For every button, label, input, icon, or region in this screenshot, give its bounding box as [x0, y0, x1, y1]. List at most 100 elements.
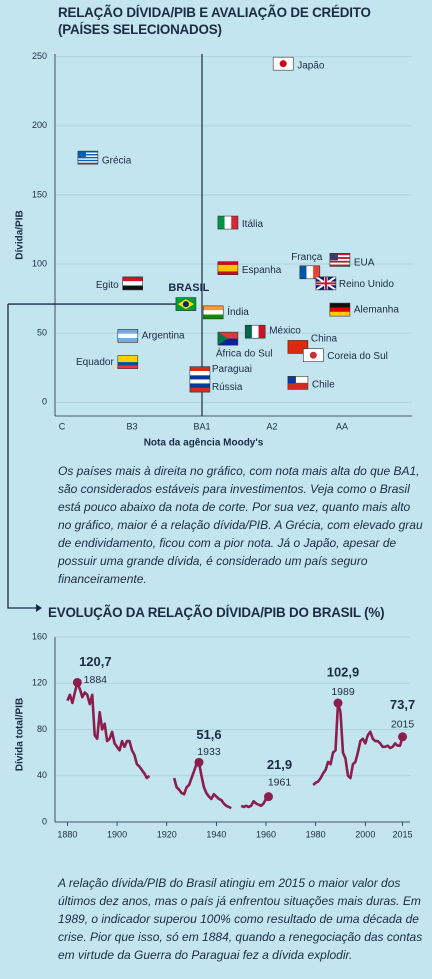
flag-stripe: [189, 366, 210, 372]
chart-title: RELAÇÃO DÍVIDA/PIB E AVALIAÇÃO DE CRÉDIT…: [58, 5, 371, 37]
flag-stripe: [313, 265, 320, 279]
highlight-dot: [398, 732, 408, 742]
flag-border: [329, 253, 351, 267]
flag-stripe: [117, 338, 138, 343]
flag-stripe: [122, 281, 143, 286]
flag-marker: [189, 378, 211, 393]
flag-canton: [329, 253, 338, 261]
flag-canton: [77, 151, 86, 159]
flag-stripe: [329, 311, 350, 317]
flag-border: [287, 340, 309, 354]
flag-stripe: [117, 362, 138, 366]
flag-stripe: [217, 261, 238, 266]
year-label: 2015: [391, 719, 415, 731]
flag-stripe: [117, 358, 138, 363]
flag-stripe: [122, 276, 143, 282]
flag-stripe: [189, 375, 210, 380]
flag-stripe: [203, 314, 224, 320]
flag-stripe: [329, 260, 350, 263]
highlight-dot: [72, 677, 82, 687]
x-tick-label: B3: [126, 421, 137, 431]
y-tick-label: 160: [32, 631, 47, 641]
highlight-dot: [333, 698, 343, 708]
flag-stripe: [203, 305, 224, 311]
caption: Os países mais à direita no gráfico, com…: [58, 464, 423, 586]
line-series: [66, 681, 404, 810]
flag-stripe: [306, 265, 314, 279]
flag-border: [299, 265, 321, 280]
chart-title: EVOLUÇÃO DA RELAÇÃO DÍVIDA/PIB DO BRASIL…: [48, 605, 385, 620]
point-label: Paraguai: [212, 364, 252, 375]
flag-stripe: [299, 265, 307, 279]
flag-marker: [189, 366, 211, 380]
flag-stripe: [77, 162, 98, 165]
x-tick-label: 2000: [355, 829, 375, 839]
x-tick-label: 2015: [393, 829, 413, 839]
year-label: 1989: [331, 686, 355, 698]
flag-border: [189, 378, 211, 393]
flag-stripe: [287, 382, 308, 390]
point-label: Japão: [297, 60, 325, 71]
x-tick-label: 1900: [107, 829, 127, 839]
flag-stripe: [217, 332, 238, 339]
y-tick-label: 0: [42, 397, 47, 407]
flag-border: [122, 276, 143, 291]
y-tick-label: 250: [32, 51, 47, 61]
flag-stripe: [77, 158, 98, 160]
flag-stripe: [117, 355, 138, 360]
y-tick-label: 40: [37, 770, 47, 780]
value-label: 21,9: [267, 757, 292, 772]
flag-stripe: [329, 307, 350, 312]
flag-stripe: [251, 325, 259, 339]
point-label: Itália: [242, 219, 264, 230]
flag-stripe: [217, 264, 238, 269]
flag-border: [272, 56, 294, 71]
flag-stripe: [287, 340, 308, 354]
y-tick-label: 50: [37, 327, 47, 337]
x-tick-label: 1880: [57, 829, 77, 839]
flag-border: [175, 297, 197, 311]
flag-cross: [315, 276, 336, 290]
flag-stripe: [217, 271, 238, 275]
year-label: 1961: [268, 776, 292, 788]
y-axis-label: Dívida total/PIB: [15, 698, 26, 771]
flag-stripe: [77, 155, 98, 158]
flag-stripe: [117, 365, 138, 369]
value-label: 73,7: [390, 697, 415, 712]
flag-marker: [315, 276, 337, 291]
flag-stripe: [77, 152, 98, 155]
flag-stripe: [77, 156, 98, 159]
highlight-dot: [194, 757, 204, 767]
flag-stripe: [329, 258, 350, 261]
point-label: Rússia: [212, 382, 243, 393]
point-label: Índia: [227, 305, 249, 318]
x-tick-label: AA: [336, 421, 348, 431]
flag-marker: [117, 329, 139, 343]
caption: A relação dívida/PIB do Brasil atingiu e…: [58, 876, 423, 962]
y-tick-label: 80: [37, 724, 47, 734]
flag-border: [315, 276, 337, 291]
x-tick-label: C: [59, 421, 66, 431]
flag-stripe: [217, 268, 238, 272]
flag-marker: [202, 305, 224, 320]
flag-marker: [272, 56, 294, 71]
flag-border: [217, 331, 239, 346]
flag-marker: [122, 276, 143, 291]
point-label: México: [269, 325, 301, 336]
y-tick-label: 150: [32, 189, 47, 199]
flag-disc: [182, 301, 189, 308]
point-label: Reino Unido: [339, 279, 394, 290]
flag-marker: [217, 215, 239, 230]
flag-disc: [279, 60, 287, 68]
point-label: França: [291, 252, 323, 263]
flag-stripe: [203, 310, 224, 315]
flag-marker: [302, 348, 324, 363]
flag-stripe: [329, 255, 350, 258]
flag-stripe: [329, 264, 350, 267]
year-label: 1933: [197, 746, 221, 758]
flag-marker: [287, 376, 309, 390]
highlight-dot: [263, 792, 273, 802]
point-label: Grécia: [102, 155, 132, 166]
y-tick-label: 0: [42, 816, 47, 826]
